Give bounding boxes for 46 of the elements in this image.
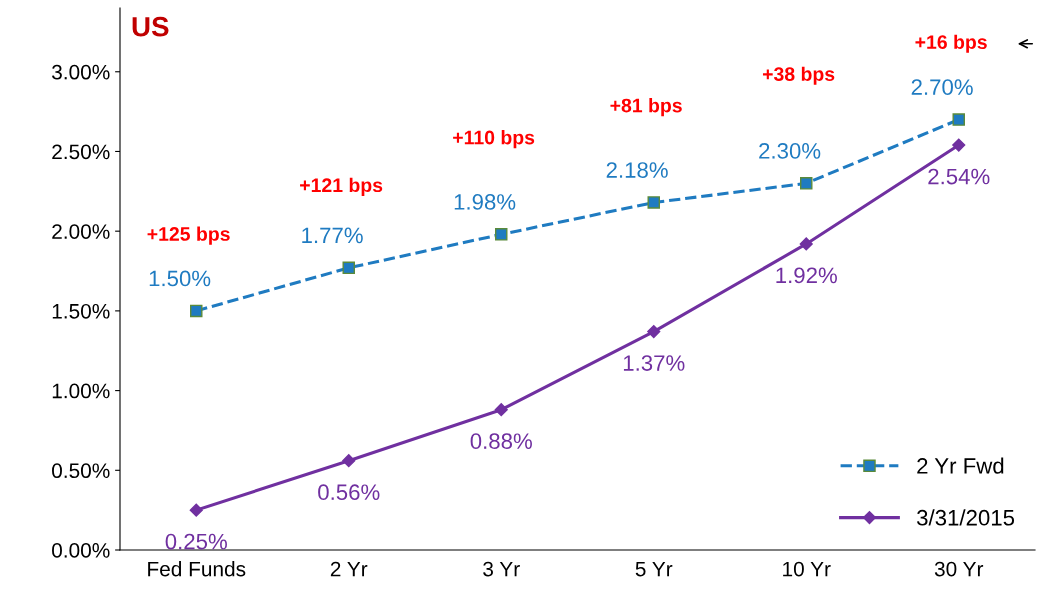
annotation: +110 bps xyxy=(453,130,535,149)
annotation: +121 bps xyxy=(300,177,383,196)
legend-label: 3/31/2015 xyxy=(917,509,1015,526)
data-label: 0.25% xyxy=(165,533,227,550)
point xyxy=(189,304,203,318)
x-tick-label: Fed Funds xyxy=(148,561,246,577)
chart-title: US xyxy=(132,16,169,37)
point xyxy=(799,237,813,251)
data-label: 2.18% xyxy=(606,162,668,178)
y-tick-label: 2.50% xyxy=(52,144,110,160)
point xyxy=(647,196,661,209)
x-tick-label: 2 Yr xyxy=(330,561,368,577)
point xyxy=(952,113,966,126)
data-label: 0.56% xyxy=(318,484,380,501)
x-tick-label: 5 Yr xyxy=(635,561,673,577)
y-tick-label: 0.50% xyxy=(52,463,110,479)
data-label: 1.50% xyxy=(149,270,211,287)
point xyxy=(494,403,508,417)
x-tick-label: 3 Yr xyxy=(483,561,520,577)
data-label: 1.77% xyxy=(302,227,363,244)
point xyxy=(494,228,508,241)
point xyxy=(189,503,203,517)
point xyxy=(342,454,356,468)
legend-label: 2 Yr Fwd xyxy=(917,457,1004,474)
annotation: +125 bps xyxy=(147,226,230,245)
data-label: 2.70% xyxy=(911,79,973,95)
y-tick-label: 2.00% xyxy=(52,224,110,239)
data-label: 1.37% xyxy=(623,355,685,371)
data-label: 2.30% xyxy=(759,143,821,159)
data-label: 2.54% xyxy=(928,168,990,185)
data-label: 1.92% xyxy=(776,267,837,284)
x-tick-label: 30 Yr xyxy=(934,561,984,577)
annotation: +81 bps xyxy=(610,98,682,117)
data-label: 1.98% xyxy=(454,194,516,210)
point xyxy=(799,177,813,190)
y-tick-label: 1.00% xyxy=(52,383,110,399)
y-tick-label: 3.00% xyxy=(52,64,110,80)
y-tick-label: 0.00% xyxy=(52,543,110,558)
x-tick-label: 10 Yr xyxy=(783,561,831,577)
point xyxy=(952,138,966,152)
annotation: +38 bps xyxy=(762,66,835,85)
point xyxy=(342,261,356,275)
y-tick-label: 1.50% xyxy=(52,303,110,319)
annotation: +16 bps xyxy=(915,34,987,53)
point xyxy=(647,325,661,339)
data-label: 0.88% xyxy=(470,433,532,450)
